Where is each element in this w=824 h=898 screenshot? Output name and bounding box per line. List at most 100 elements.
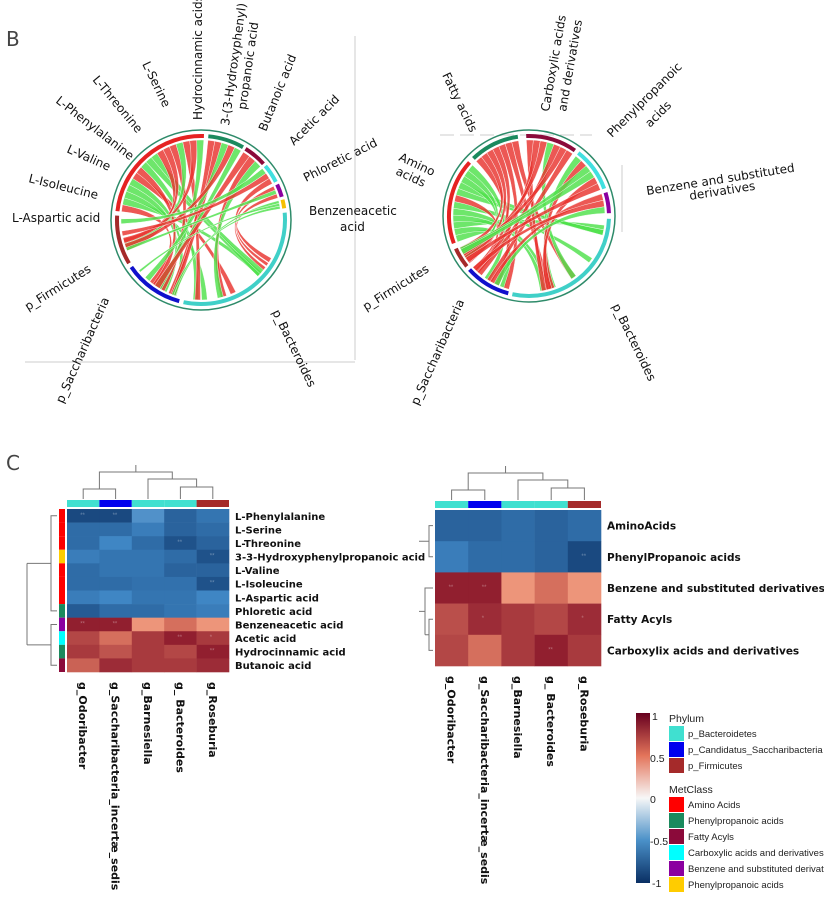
row-label: Hydrocinnamic acid xyxy=(235,648,346,659)
row-label: L-Serine xyxy=(235,525,282,536)
heatmap-cell xyxy=(435,510,469,542)
heatmap-cell xyxy=(501,510,535,542)
legend-phylum-title: Phylum xyxy=(669,713,704,725)
legend-metclass-title: MetClass xyxy=(669,784,713,796)
heatmap-cell xyxy=(99,590,133,605)
significance-mark: * xyxy=(581,616,584,622)
column-label: g_Odoribacter xyxy=(76,682,89,770)
heatmap-cell xyxy=(67,509,100,523)
heatmap-cell xyxy=(468,634,502,667)
row-label: Carboxylix acids and derivatives xyxy=(607,645,799,657)
chord-segment-arc xyxy=(603,192,611,214)
column-dendrogram xyxy=(82,465,214,499)
legend-swatch xyxy=(669,829,684,844)
legend-swatch xyxy=(669,797,684,812)
phylum-annotation xyxy=(468,501,502,508)
heatmap-cell xyxy=(131,522,165,537)
heatmap-cell xyxy=(567,572,602,604)
heatmap-cell xyxy=(99,549,133,564)
heatmap-cell xyxy=(164,509,197,523)
row-label: Fatty Acyls xyxy=(607,614,672,626)
row-label: L-Isoleucine xyxy=(235,580,303,591)
chord-segment-arc xyxy=(115,215,131,265)
metclass-annotation xyxy=(59,509,65,523)
heatmap-cell xyxy=(196,617,230,632)
label-acetic: Acetic acid xyxy=(286,92,342,148)
chord-segment-arc xyxy=(526,134,577,153)
heatmap-cell xyxy=(567,510,602,542)
heatmap-cell xyxy=(67,658,100,673)
label-firmicutes: p_Firmicutes xyxy=(22,262,93,314)
metclass-annotation xyxy=(59,563,65,577)
heatmap-cell xyxy=(67,536,100,551)
heatmap-cell xyxy=(435,634,469,667)
legend-metclass-label: Phenylpropanoic acids xyxy=(688,816,784,827)
heatmap-cell xyxy=(99,658,133,673)
label-firmicutes: p_Firmicutes xyxy=(360,262,431,314)
significance-mark: ** xyxy=(210,649,215,655)
heatmap-cell xyxy=(435,541,469,573)
heatmap-cell xyxy=(435,572,469,604)
heatmap-cell xyxy=(67,631,100,646)
chord-segment-arc xyxy=(115,134,205,212)
heatmap-cell xyxy=(164,536,197,551)
heatmap-cell xyxy=(164,617,197,632)
significance-mark: ** xyxy=(177,635,182,641)
heatmap-cell xyxy=(99,563,133,578)
column-dendrogram xyxy=(451,466,585,500)
significance-mark: ** xyxy=(177,540,182,546)
heatmap-cell xyxy=(468,572,502,604)
phylum-annotation xyxy=(534,501,568,508)
label-serine: L-Serine xyxy=(139,59,173,109)
heatmap-cell xyxy=(534,572,569,604)
heatmap-cell xyxy=(196,536,230,551)
heatmap-cell xyxy=(534,541,569,573)
colorbar-tick: 0.5 xyxy=(650,753,665,765)
heatmap-cell xyxy=(99,644,133,659)
heatmap-cell xyxy=(501,572,535,604)
heatmap-cell xyxy=(468,603,502,636)
legend-swatch xyxy=(669,742,684,757)
heatmap-cell xyxy=(196,522,230,537)
heatmap-cell xyxy=(435,603,469,636)
label-saccharibacteria: p_Saccharibacteria xyxy=(53,295,112,405)
row-label: 3-3-Hydroxyphenylpropanoic acid xyxy=(235,553,425,564)
metclass-annotation xyxy=(59,658,65,672)
column-label: g_Saccharibacteria_incertæ_sedis xyxy=(478,676,491,885)
label-valine: L-Valine xyxy=(65,142,113,174)
heatmap-cell xyxy=(131,576,165,591)
heatmap-cell xyxy=(67,617,100,632)
label-bacteroides: p_Bacteroides xyxy=(609,301,659,383)
legend-phylum-label: p_Candidatus_Saccharibacteria xyxy=(688,745,823,756)
column-label: g_ Bacteroides xyxy=(173,682,186,773)
heatmap-cell xyxy=(164,549,197,564)
panel-letter-b: B xyxy=(6,27,20,51)
heatmap-cell xyxy=(67,549,100,564)
legend-swatch xyxy=(669,758,684,773)
column-label: g_Barnesiella xyxy=(511,676,524,759)
metclass-annotation xyxy=(59,590,65,605)
significance-mark: ** xyxy=(482,585,487,591)
heatmap-cell xyxy=(131,604,165,618)
heatmap-cell xyxy=(164,563,197,578)
chord-segment-arc xyxy=(263,164,278,183)
significance-mark: * xyxy=(210,635,213,641)
row-label: L-Valine xyxy=(235,566,280,577)
heatmap-cell xyxy=(196,509,230,523)
chord-diagram-right xyxy=(442,129,616,303)
frame-lines xyxy=(25,36,623,363)
heatmap-cell xyxy=(196,644,230,659)
chord-ribbon xyxy=(465,183,601,263)
metclass-annotation xyxy=(59,576,65,591)
heatmap-cell xyxy=(196,658,230,673)
heatmap-cell xyxy=(164,590,197,605)
phylum-annotation xyxy=(164,500,197,507)
significance-mark: * xyxy=(482,616,485,622)
significance-mark: ** xyxy=(80,621,85,627)
label-phloretic: Phloretic acid xyxy=(301,135,379,184)
phylum-annotation xyxy=(99,500,132,507)
heatmap-cell xyxy=(131,509,165,523)
heatmap-cell xyxy=(99,631,133,646)
heatmap-cell xyxy=(99,522,133,537)
phylum-annotation xyxy=(501,501,535,508)
